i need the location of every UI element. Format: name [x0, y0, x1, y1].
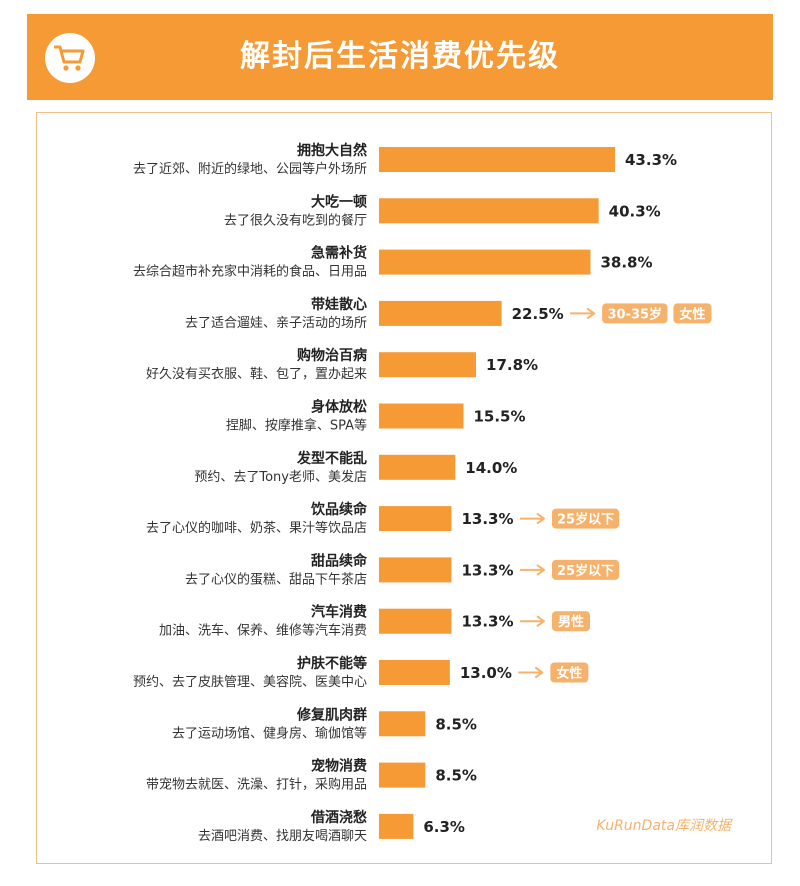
category-description: 捏脚、按摩推拿、SPA等: [226, 418, 367, 434]
tag-label: 女性: [556, 666, 582, 682]
arrow-icon: [534, 666, 544, 679]
category-description: 去了适合遛娃、亲子活动的场所: [185, 315, 367, 331]
category-description: 加油、洗车、保养、维修等汽车消费: [159, 623, 367, 639]
tag-label: 女性: [679, 306, 705, 322]
category-title: 护肤不能等: [297, 655, 367, 672]
category-title: 急需补货: [311, 245, 367, 262]
tag-label: 25岁以下: [557, 512, 614, 528]
value-label: 38.8%: [600, 254, 652, 272]
value-label: 40.3%: [609, 202, 661, 220]
arrow-icon: [536, 564, 545, 576]
value-label: 8.5%: [435, 715, 477, 733]
category-title: 发型不能乱: [296, 450, 367, 467]
value-label: 17.8%: [486, 356, 538, 374]
category-title: 拥抱大自然: [297, 142, 367, 159]
value-label: 43.3%: [625, 151, 677, 169]
category-title: 饮品续命: [310, 501, 368, 518]
category-description: 去酒吧消费、找朋友喝酒聊天: [198, 828, 367, 844]
bar: [379, 454, 456, 480]
tag-badge: [550, 662, 589, 683]
bar: [379, 506, 452, 532]
category-description: 预约、去了皮肤管理、美容院、医美中心: [133, 674, 367, 690]
arrow-icon: [536, 512, 545, 525]
bar: [379, 762, 426, 788]
bar: [379, 147, 615, 172]
tag-label: 男性: [558, 614, 584, 630]
category-title: 汽车消费: [311, 604, 367, 621]
category-description: 带宠物去就医、洗澡、打针，采购用品: [146, 777, 367, 793]
value-label: 14.0%: [465, 459, 517, 477]
shopping-cart-icon: [54, 45, 85, 71]
cart-badge: [45, 33, 95, 83]
arrow-icon: [536, 615, 545, 628]
tag-label: 25岁以下: [557, 563, 614, 579]
value-label: 13.3%: [461, 561, 513, 579]
category-description: 去了很久没有吃到的餐厅: [224, 212, 367, 228]
arrow-icon: [586, 307, 596, 320]
category-title: 修复肌肉群: [296, 706, 367, 723]
category-title: 宠物消费: [311, 758, 367, 775]
bar: [379, 198, 599, 224]
category-title: 借酒浇愁: [310, 809, 367, 826]
value-label: 13.0%: [460, 664, 512, 682]
value-label: 6.3%: [423, 818, 465, 836]
value-label: 13.3%: [461, 613, 513, 631]
value-label: 8.5%: [435, 767, 477, 785]
category-title: 甜品续命: [311, 552, 368, 569]
value-label: 22.5%: [512, 305, 564, 323]
tag-badge: [551, 559, 620, 580]
value-label: 13.3%: [461, 510, 513, 528]
category-description: 好久没有买衣服、鞋、包了，置办起来: [146, 366, 367, 382]
bar: [379, 249, 591, 275]
category-description: 去了运动场馆、健身房、瑜伽馆等: [172, 725, 367, 741]
page-title: 解封后生活消费优先级: [240, 39, 560, 74]
tag-badge: [602, 303, 668, 324]
category-title: 身体放松: [311, 399, 367, 416]
category-title: 带娃散心: [311, 296, 367, 313]
category-description: 去了心仪的蛋糕、甜品下午茶店: [185, 571, 367, 587]
value-label: 15.5%: [473, 408, 525, 426]
category-description: 去了心仪的咖啡、奶茶、果汁等饮品店: [146, 520, 367, 536]
tag-badge: [551, 611, 590, 632]
tag-badge: [551, 508, 620, 529]
bar: [379, 352, 477, 378]
tag-badge: [673, 303, 712, 324]
category-description: 去了近郊、附近的绿地、公园等户外场所: [133, 161, 367, 177]
tag-label: 30-35岁: [607, 306, 662, 322]
bar: [379, 711, 426, 737]
category-title: 大吃一顿: [311, 193, 367, 210]
bar: [379, 608, 452, 634]
bar: [379, 660, 450, 685]
header-banner: 解封后生活消费优先级: [27, 14, 773, 100]
bar: [379, 403, 464, 429]
watermark: KuRunData库润数据: [596, 818, 731, 834]
bar: [379, 813, 414, 839]
category-description: 预约、去了Tony老师、美发店: [194, 469, 367, 485]
bar: [379, 557, 452, 583]
chart-panel: 拥抱大自然去了近郊、附近的绿地、公园等户外场所 43.3% 大吃一顿去了很久没有吃到…: [36, 112, 772, 864]
category-description: 去综合超市补充家中消耗的食品、日用品: [133, 264, 367, 280]
bar: [379, 300, 502, 326]
category-title: 购物治百病: [297, 347, 367, 364]
